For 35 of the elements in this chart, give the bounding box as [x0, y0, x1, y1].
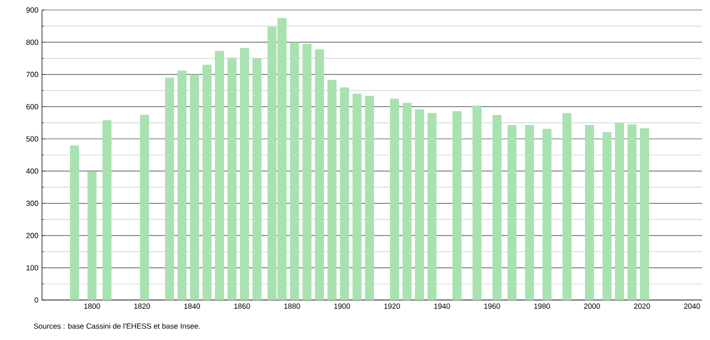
bar	[365, 96, 374, 300]
bar	[508, 125, 517, 300]
bar	[70, 145, 79, 300]
bar	[178, 70, 186, 300]
bar	[315, 49, 324, 300]
bar	[202, 64, 212, 300]
bar	[628, 124, 637, 300]
bar	[452, 111, 462, 300]
bar	[290, 42, 300, 300]
bar	[340, 87, 350, 300]
bar	[602, 132, 612, 300]
bar	[328, 80, 337, 300]
bar	[102, 120, 112, 300]
bar	[228, 58, 237, 300]
bar	[415, 109, 424, 300]
bar	[402, 102, 412, 300]
bar	[215, 50, 224, 300]
bar	[472, 106, 482, 300]
bar	[562, 113, 572, 300]
bar	[252, 58, 262, 300]
bar	[585, 125, 594, 300]
bar	[390, 98, 400, 300]
bar	[190, 74, 199, 300]
bar	[525, 125, 534, 300]
bar	[615, 122, 624, 300]
bar	[640, 128, 650, 300]
bar	[302, 44, 312, 300]
bar	[492, 115, 502, 300]
bar	[140, 114, 149, 300]
bar	[165, 78, 174, 300]
bar	[352, 94, 362, 300]
bar	[428, 113, 437, 300]
bar	[88, 172, 96, 300]
bar	[240, 48, 250, 300]
bar	[542, 128, 552, 300]
